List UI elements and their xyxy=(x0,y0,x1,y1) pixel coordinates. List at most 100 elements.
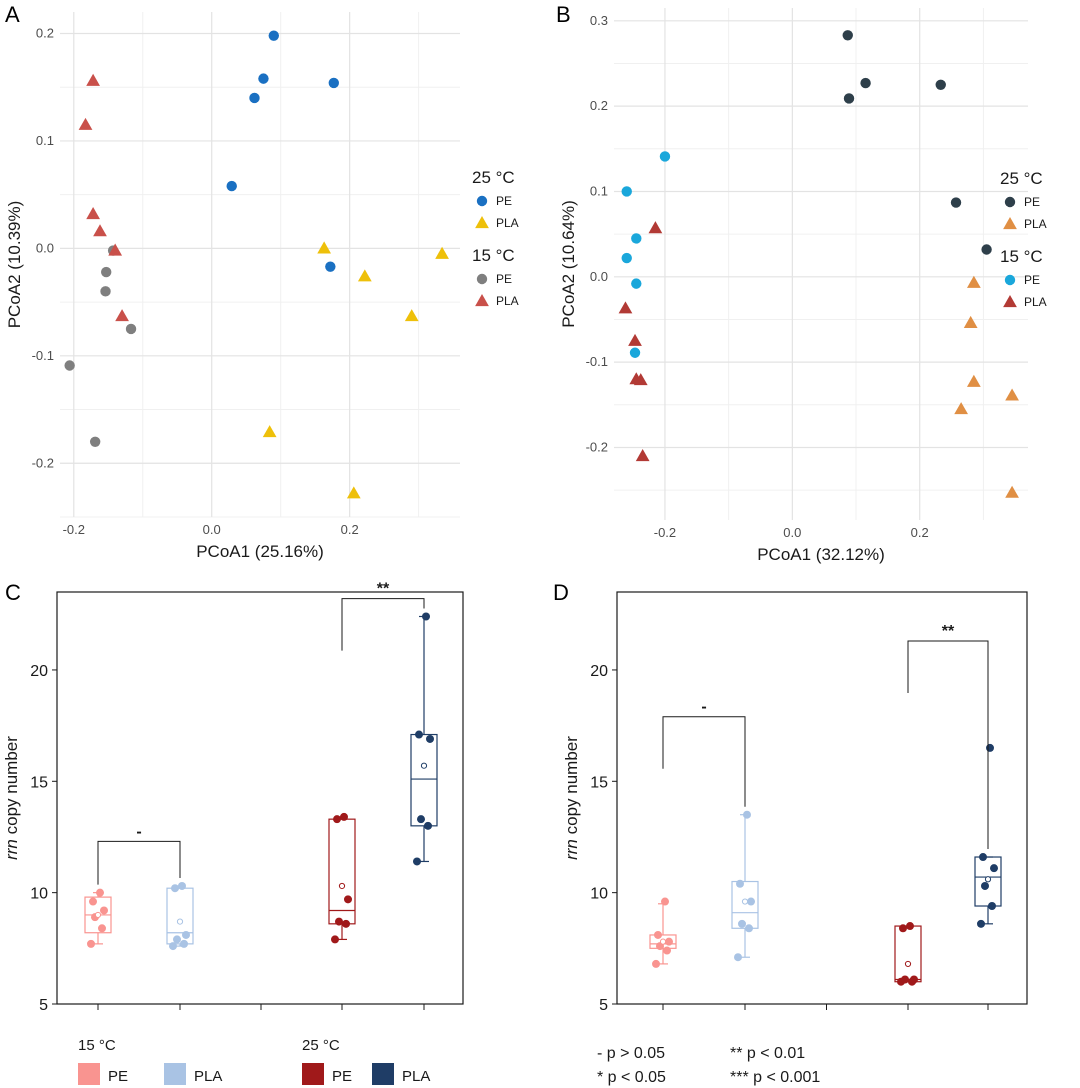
data-point xyxy=(899,924,907,933)
legend-label: PE xyxy=(1024,273,1040,287)
significance-label: - xyxy=(136,823,141,840)
y-tick-label: 0.0 xyxy=(590,269,608,284)
plot-frame xyxy=(616,591,1028,1005)
legend-label: PLA xyxy=(194,1068,222,1085)
data-point xyxy=(100,906,108,915)
legend-title: 25 °C xyxy=(302,1037,340,1054)
legend-title: 15 °C xyxy=(78,1037,116,1054)
box-mean xyxy=(176,918,184,925)
x-tick-label: -0.2 xyxy=(654,525,676,540)
box-mean xyxy=(420,762,428,769)
data-point xyxy=(745,924,753,933)
legend-label: PLA xyxy=(496,216,519,230)
data-point xyxy=(736,879,744,888)
panel-c: 5 10 15 20 rrn copy number C - ** 15 °C PE PLA 25 °… xyxy=(2,580,464,1085)
data-point xyxy=(654,930,662,939)
data-point xyxy=(629,347,641,358)
data-point xyxy=(328,77,339,89)
data-point xyxy=(413,857,421,866)
data-point xyxy=(621,252,632,264)
y-tick-label: 0.3 xyxy=(590,13,608,28)
box-mean xyxy=(741,898,749,905)
y-tick-label: 10 xyxy=(30,886,48,903)
box-mean xyxy=(338,882,346,890)
data-point xyxy=(64,360,75,371)
data-point xyxy=(89,436,101,447)
box-mean xyxy=(984,876,992,883)
significance-bracket xyxy=(97,840,181,885)
box-mean xyxy=(904,960,912,968)
data-point xyxy=(661,897,669,906)
x-axis-title: PCoA1 (25.16%) xyxy=(196,542,324,561)
box-mean xyxy=(94,911,102,919)
y-tick-label: 20 xyxy=(590,663,608,680)
y-tick-label: -0.2 xyxy=(586,439,608,454)
y-tick-label: 0.2 xyxy=(590,98,608,113)
data-point xyxy=(950,197,962,208)
panel-letter: B xyxy=(556,2,571,27)
data-point xyxy=(422,612,430,621)
data-point xyxy=(333,815,341,824)
x-tick-label: 0.0 xyxy=(783,525,801,540)
data-point xyxy=(988,902,996,911)
box-mean xyxy=(659,938,667,945)
data-point xyxy=(743,810,751,819)
data-point xyxy=(843,93,855,104)
y-axis-title-italic: rrn xyxy=(2,839,21,860)
y-tick-label: 10 xyxy=(590,886,608,903)
data-point xyxy=(169,942,177,951)
plot-area xyxy=(614,8,1028,520)
data-point xyxy=(87,939,95,948)
y-tick-label: 0.0 xyxy=(36,240,54,255)
legend-label: PE xyxy=(496,194,512,208)
data-point xyxy=(628,333,642,346)
data-point xyxy=(93,224,107,237)
y-tick-label: -0.2 xyxy=(32,455,54,470)
data-point xyxy=(182,930,190,939)
data-point xyxy=(115,309,129,322)
y-tick-label: 15 xyxy=(30,774,48,791)
significance-bracket xyxy=(341,598,425,651)
data-point xyxy=(966,275,981,288)
legend-marker xyxy=(475,294,489,307)
data-point xyxy=(317,241,332,254)
data-point xyxy=(426,734,434,743)
significance-note: * p < 0.05 xyxy=(597,1069,666,1086)
y-axis-title: PCoA2 (10.64%) xyxy=(559,200,578,328)
data-point xyxy=(842,30,853,41)
legend-marker xyxy=(1004,274,1016,286)
y-tick-label: 0.1 xyxy=(590,183,608,198)
data-point xyxy=(78,117,93,130)
data-point xyxy=(96,888,104,897)
y-axis-title: rrn copy number xyxy=(2,736,21,860)
significance-note: - p > 0.05 xyxy=(597,1045,665,1062)
data-point xyxy=(981,881,989,890)
legend-marker xyxy=(1004,196,1016,208)
data-point xyxy=(635,449,650,462)
legend-title: 25 °C xyxy=(472,168,515,187)
data-point xyxy=(734,953,742,962)
data-point xyxy=(860,77,871,89)
legend-label: PLA xyxy=(1024,217,1047,231)
data-point xyxy=(331,935,339,944)
plot-frame xyxy=(56,591,464,1005)
y-axis-title: rrn copy number xyxy=(562,736,581,860)
data-point xyxy=(98,924,106,933)
legend-title: 15 °C xyxy=(1000,247,1043,266)
x-tick-label: 0.2 xyxy=(341,522,359,537)
significance-note: ** p < 0.01 xyxy=(730,1045,805,1062)
legend-label: PE xyxy=(1024,195,1040,209)
data-point xyxy=(268,30,279,41)
data-point xyxy=(325,261,336,272)
data-point xyxy=(125,323,137,335)
legend-label: PE xyxy=(332,1068,352,1085)
data-point xyxy=(935,79,946,91)
data-point xyxy=(86,207,100,220)
y-axis-title: PCoA2 (10.39%) xyxy=(5,201,24,329)
y-tick-label: -0.1 xyxy=(32,348,54,363)
y-tick-label: 0.1 xyxy=(36,133,54,148)
data-point xyxy=(618,301,633,314)
data-point xyxy=(262,425,277,438)
data-point xyxy=(652,959,660,968)
